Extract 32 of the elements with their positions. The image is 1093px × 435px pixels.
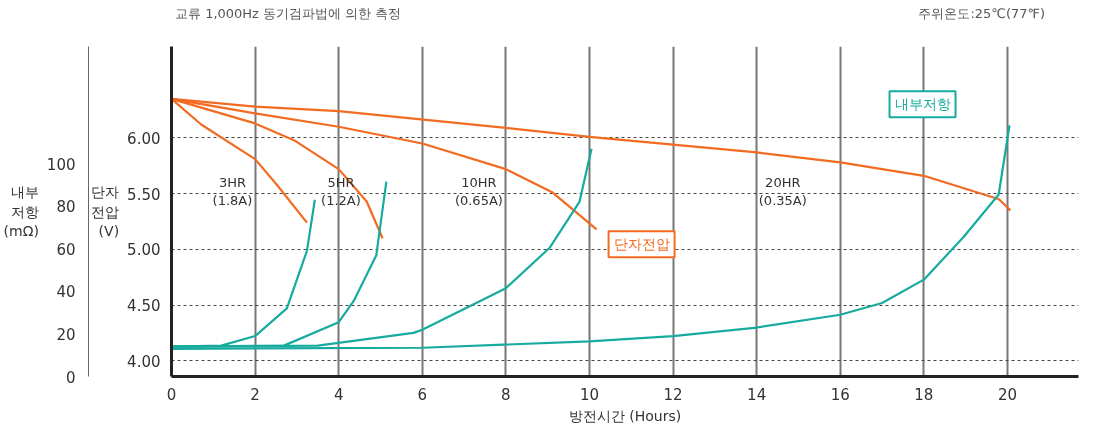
y2-tick-label: 80 xyxy=(56,198,76,217)
y-tick-label: 4.00 xyxy=(127,352,161,371)
annotation: 3HR (1.8A) xyxy=(212,175,253,209)
y2-tick-label: 20 xyxy=(56,325,76,344)
x-tick-label: 20 xyxy=(997,385,1017,404)
x-tick-label: 14 xyxy=(747,385,767,404)
y2-tick-label: 0 xyxy=(65,368,76,387)
annotation: 20HR (0.35A) xyxy=(758,175,807,209)
text: 내부저항 xyxy=(894,96,951,113)
x-tick-label: 4 xyxy=(333,385,344,404)
y-tick-label: 5.00 xyxy=(127,241,161,260)
x-tick-label: 12 xyxy=(663,385,683,404)
x-tick-label: 10 xyxy=(579,385,600,404)
y-tick-label: 6.00 xyxy=(127,129,161,148)
chart-title: 교류 1,000Hz 동기검파법에 의한 측정 xyxy=(175,5,402,23)
x-tick-label: 2 xyxy=(250,385,260,404)
y2-tick-label: 40 xyxy=(56,283,76,302)
x-tick-label: 0 xyxy=(166,385,177,404)
x-axis-title: 방전시간 (Hours) xyxy=(568,407,682,424)
series-label: 단자전압 xyxy=(613,236,670,253)
y-axis-title: 단자 전압 (V) xyxy=(91,184,120,239)
x-tick-label: 6 xyxy=(417,385,428,404)
y-tick-label: 4.50 xyxy=(127,297,161,316)
x-tick-label: 16 xyxy=(830,385,850,404)
x-tick-label: 8 xyxy=(501,385,511,404)
y2-tick-label: 100 xyxy=(46,155,76,174)
x-tick-label: 18 xyxy=(914,385,934,404)
y-tick-label: 5.50 xyxy=(127,185,161,204)
annotation: 10HR (0.65A) xyxy=(454,175,503,209)
y2-tick-label: 60 xyxy=(56,240,76,259)
chart-subtitle: 주위온도:25℃(77℉) xyxy=(918,5,1045,23)
y2-axis-title: 내부 저항 (mΩ) xyxy=(3,184,39,239)
